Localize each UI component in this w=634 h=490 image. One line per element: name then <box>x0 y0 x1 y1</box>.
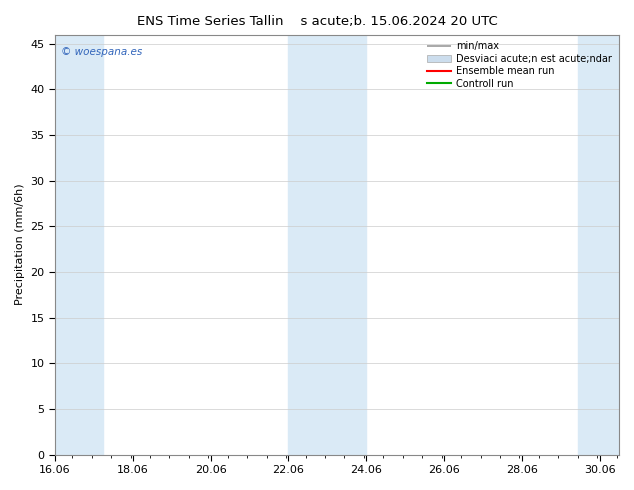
Legend: min/max, Desviaci acute;n est acute;ndar, Ensemble mean run, Controll run: min/max, Desviaci acute;n est acute;ndar… <box>425 40 614 91</box>
Bar <box>578 35 619 455</box>
Text: © woespana.es: © woespana.es <box>61 47 142 57</box>
Text: ENS Time Series Tallin    s acute;b. 15.06.2024 20 UTC: ENS Time Series Tallin s acute;b. 15.06.… <box>136 15 498 28</box>
Y-axis label: Precipitation (mm/6h): Precipitation (mm/6h) <box>15 184 25 305</box>
Bar <box>288 35 366 455</box>
Bar <box>55 35 103 455</box>
